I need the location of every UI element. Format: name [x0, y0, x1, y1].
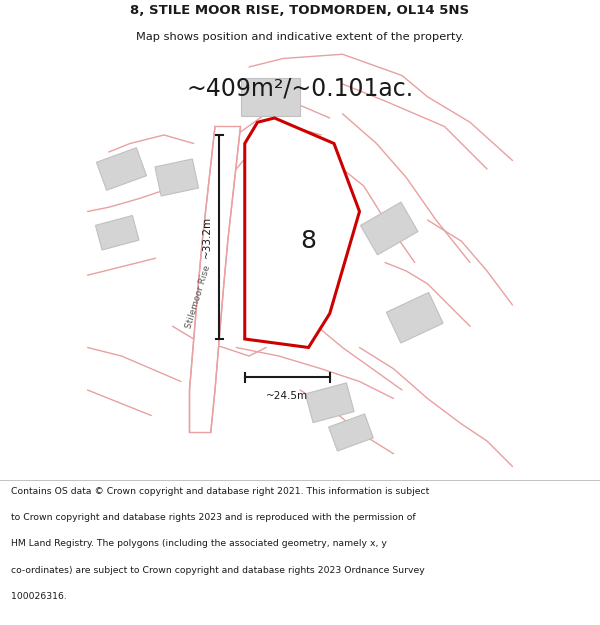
Polygon shape — [97, 148, 146, 190]
Text: ~409m²/~0.101ac.: ~409m²/~0.101ac. — [187, 76, 413, 100]
Text: ~33.2m: ~33.2m — [202, 216, 212, 258]
Polygon shape — [190, 126, 241, 432]
Polygon shape — [386, 292, 443, 343]
Polygon shape — [329, 414, 373, 451]
Text: Stilemoor Rise: Stilemoor Rise — [184, 264, 212, 329]
Text: to Crown copyright and database rights 2023 and is reproduced with the permissio: to Crown copyright and database rights 2… — [11, 513, 415, 522]
Text: 8, STILE MOOR RISE, TODMORDEN, OL14 5NS: 8, STILE MOOR RISE, TODMORDEN, OL14 5NS — [130, 4, 470, 18]
Text: Contains OS data © Crown copyright and database right 2021. This information is : Contains OS data © Crown copyright and d… — [11, 487, 429, 496]
Polygon shape — [305, 383, 354, 423]
Text: 8: 8 — [301, 229, 317, 253]
Polygon shape — [95, 216, 139, 250]
Polygon shape — [245, 118, 359, 348]
Polygon shape — [241, 78, 300, 116]
Text: ~24.5m: ~24.5m — [266, 391, 308, 401]
Polygon shape — [268, 191, 314, 232]
Text: Map shows position and indicative extent of the property.: Map shows position and indicative extent… — [136, 32, 464, 43]
Polygon shape — [361, 202, 418, 255]
Polygon shape — [155, 159, 199, 196]
Text: co-ordinates) are subject to Crown copyright and database rights 2023 Ordnance S: co-ordinates) are subject to Crown copyr… — [11, 566, 425, 575]
Text: 100026316.: 100026316. — [11, 592, 67, 601]
Text: HM Land Registry. The polygons (including the associated geometry, namely x, y: HM Land Registry. The polygons (includin… — [11, 539, 386, 549]
